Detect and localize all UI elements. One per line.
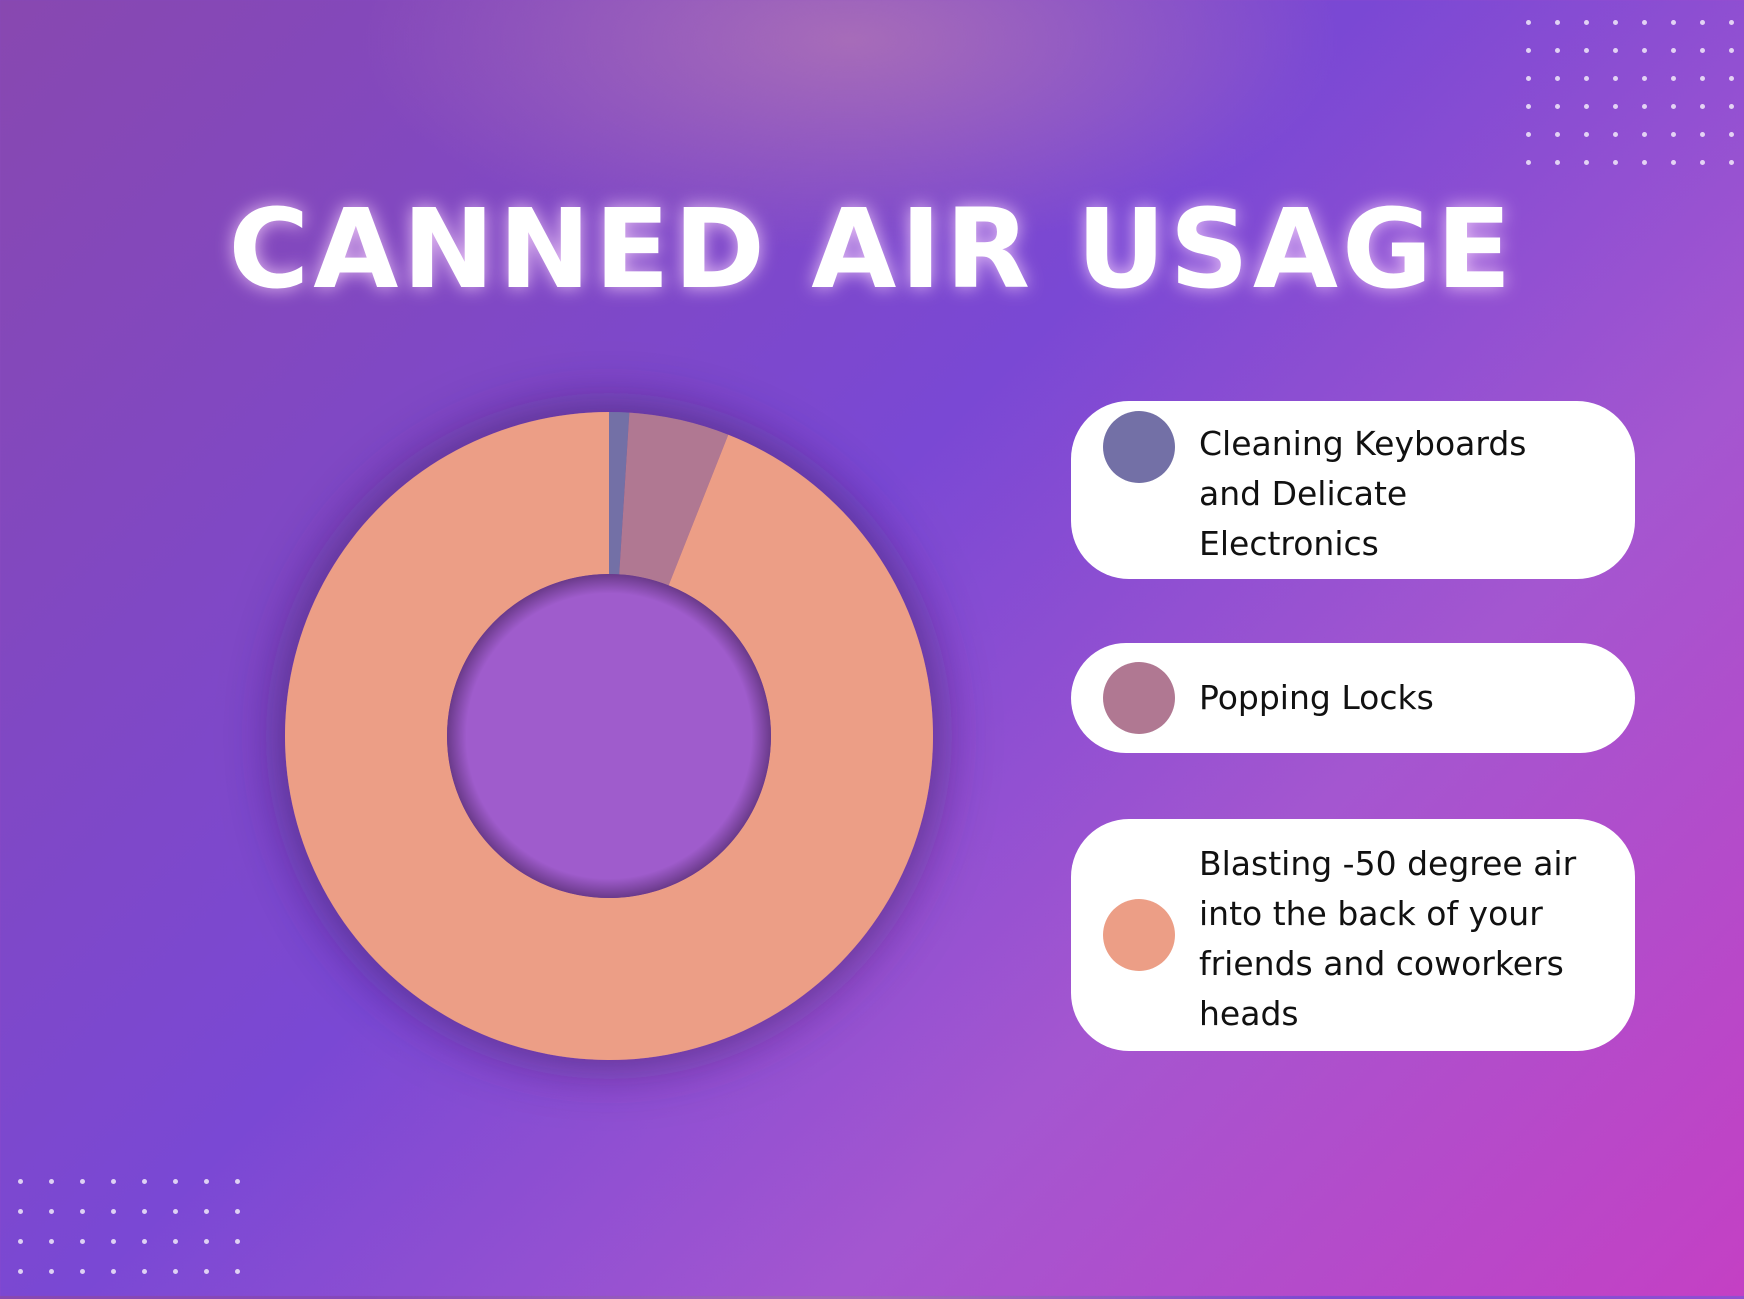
decorative-dot xyxy=(1671,132,1676,137)
decorative-dot xyxy=(1613,20,1618,25)
legend-swatch xyxy=(1103,899,1175,971)
decorative-dot xyxy=(1555,160,1560,165)
decorative-dot xyxy=(142,1239,147,1244)
decorative-dot xyxy=(1526,20,1531,25)
decorative-dot xyxy=(111,1209,116,1214)
decorative-dot xyxy=(1642,160,1647,165)
decorative-dot xyxy=(1526,48,1531,53)
decorative-dot xyxy=(111,1269,116,1274)
decorative-dot xyxy=(1729,48,1734,53)
decorative-dot xyxy=(1526,76,1531,81)
decorative-dot xyxy=(111,1179,116,1184)
donut-slice-2 xyxy=(619,412,729,586)
decorative-dot xyxy=(111,1239,116,1244)
decorative-dot xyxy=(1700,160,1705,165)
decorative-dot xyxy=(80,1269,85,1274)
decorative-dot xyxy=(1584,76,1589,81)
legend-item: Cleaning Keyboards and Delicate Electron… xyxy=(1071,401,1635,579)
decorative-dot xyxy=(204,1179,209,1184)
decorative-dot xyxy=(1584,20,1589,25)
donut-hole xyxy=(447,574,771,898)
decorative-dot xyxy=(1613,48,1618,53)
decorative-dot xyxy=(1642,48,1647,53)
decorative-dot xyxy=(235,1209,240,1214)
decorative-dot xyxy=(1555,48,1560,53)
decorative-dot xyxy=(204,1239,209,1244)
decorative-dot xyxy=(1584,160,1589,165)
legend-swatch xyxy=(1103,662,1175,734)
legend-item: Blasting -50 degree air into the back of… xyxy=(1071,819,1635,1051)
decorative-dot xyxy=(142,1269,147,1274)
decorative-dot xyxy=(1700,20,1705,25)
decorative-dot xyxy=(1700,76,1705,81)
decorative-dot xyxy=(1700,48,1705,53)
legend-label: Cleaning Keyboards and Delicate Electron… xyxy=(1199,424,1527,563)
decorative-dot xyxy=(235,1269,240,1274)
decorative-dot xyxy=(1526,132,1531,137)
legend-swatch xyxy=(1103,411,1175,483)
decorative-dot xyxy=(1555,76,1560,81)
legend-item: Popping Locks xyxy=(1071,643,1635,753)
decorative-dot xyxy=(49,1179,54,1184)
decorative-dot xyxy=(1642,132,1647,137)
decorative-dot xyxy=(142,1179,147,1184)
decorative-dot xyxy=(1526,104,1531,109)
decorative-dot xyxy=(1671,48,1676,53)
decorative-dot xyxy=(173,1179,178,1184)
decorative-dot xyxy=(173,1239,178,1244)
decorative-dot xyxy=(173,1209,178,1214)
donut-slice-3 xyxy=(284,412,933,1060)
decorative-dot xyxy=(18,1269,23,1274)
decorative-dot xyxy=(204,1209,209,1214)
decorative-dot xyxy=(1642,76,1647,81)
decorative-dot xyxy=(1613,160,1618,165)
decorative-dot xyxy=(1729,160,1734,165)
decorative-dot xyxy=(204,1269,209,1274)
decorative-dot xyxy=(1671,160,1676,165)
decorative-dot-grid-top-right xyxy=(1526,20,1744,188)
decorative-dot xyxy=(1613,104,1618,109)
decorative-dot xyxy=(18,1179,23,1184)
decorative-dot-grid-bottom-left xyxy=(18,1179,266,1299)
decorative-dot xyxy=(18,1209,23,1214)
decorative-dot xyxy=(1700,104,1705,109)
decorative-dot xyxy=(1555,132,1560,137)
decorative-dot xyxy=(1584,48,1589,53)
decorative-dot xyxy=(80,1179,85,1184)
decorative-dot xyxy=(1671,104,1676,109)
decorative-dot xyxy=(1613,132,1618,137)
decorative-dot xyxy=(80,1239,85,1244)
decorative-dot xyxy=(235,1179,240,1184)
decorative-dot xyxy=(49,1239,54,1244)
decorative-dot xyxy=(173,1269,178,1274)
legend-label: Popping Locks xyxy=(1199,678,1434,717)
decorative-dot xyxy=(1584,104,1589,109)
decorative-dot xyxy=(18,1239,23,1244)
decorative-dot xyxy=(1555,104,1560,109)
decorative-dot xyxy=(1729,132,1734,137)
decorative-dot xyxy=(1729,20,1734,25)
decorative-dot xyxy=(1671,76,1676,81)
decorative-dot xyxy=(1700,132,1705,137)
decorative-dot xyxy=(80,1209,85,1214)
decorative-dot xyxy=(1613,76,1618,81)
legend-label: Blasting -50 degree air into the back of… xyxy=(1199,844,1577,1033)
decorative-dot xyxy=(235,1239,240,1244)
decorative-dot xyxy=(1584,132,1589,137)
decorative-dot xyxy=(1729,104,1734,109)
decorative-dot xyxy=(49,1209,54,1214)
decorative-dot xyxy=(1671,20,1676,25)
page-title: CANNED AIR USAGE xyxy=(228,185,1516,313)
decorative-dot xyxy=(1642,20,1647,25)
donut-slice-1 xyxy=(609,412,630,575)
decorative-dot xyxy=(1555,20,1560,25)
decorative-dot xyxy=(1526,160,1531,165)
decorative-dot xyxy=(49,1269,54,1274)
decorative-dot xyxy=(1729,76,1734,81)
decorative-dot xyxy=(142,1209,147,1214)
decorative-dot xyxy=(1642,104,1647,109)
